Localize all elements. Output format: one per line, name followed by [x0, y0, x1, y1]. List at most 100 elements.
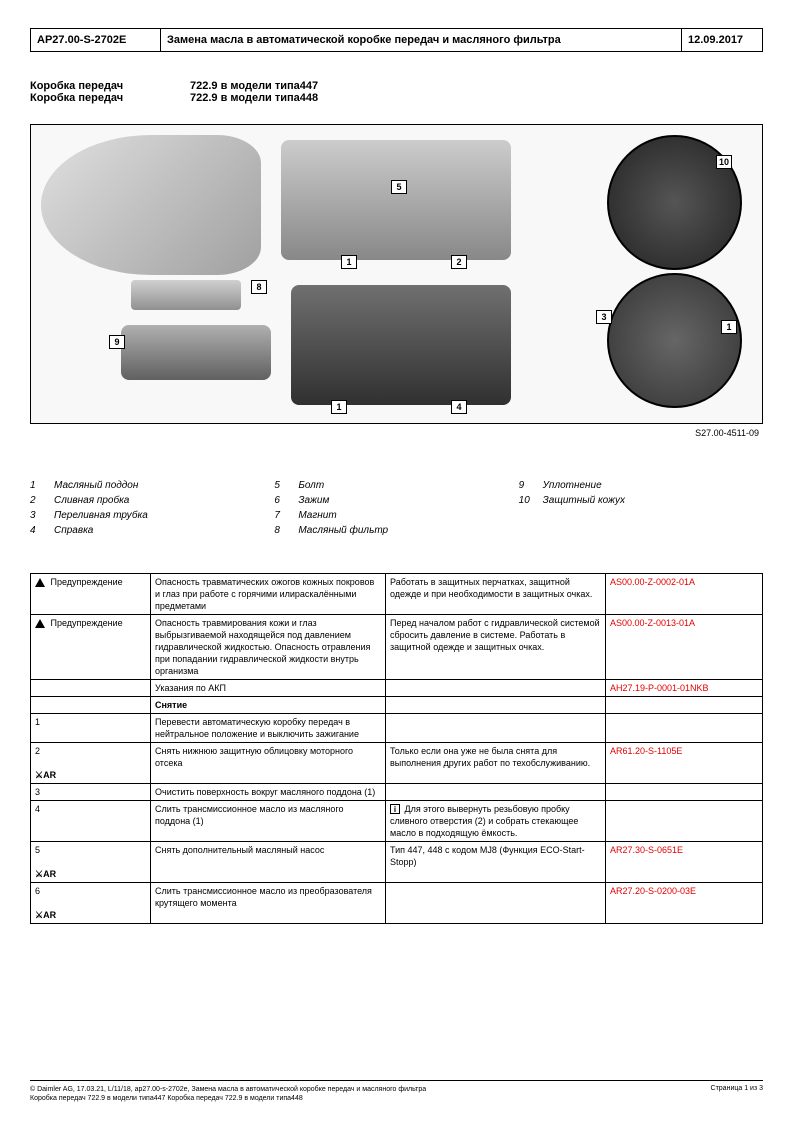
legend-row: 6Зажим [274, 493, 518, 508]
legend-number: 10 [519, 493, 543, 508]
action-cell: Снятие [151, 697, 386, 714]
legend-text: Масляный поддон [54, 478, 138, 493]
note-cell: i Для этого вывернуть резьбовую пробку с… [386, 801, 606, 842]
step-marker-cell: Предупреждение [31, 615, 151, 680]
header-code: AP27.00-S-2702E [31, 29, 161, 51]
pan-top-view [281, 140, 511, 260]
legend-row: 5Болт [274, 478, 518, 493]
note-cell: Работать в защитных перчатках, защитной … [386, 574, 606, 615]
table-row: 6⚔ARСлить трансмиссионное масло из преоб… [31, 883, 763, 924]
gearbox-label-1: Коробка передач [30, 80, 190, 92]
table-row: 3Очистить поверхность вокруг масляного п… [31, 784, 763, 801]
table-row: Предупреждение Опасность травматических о… [31, 574, 763, 615]
step-marker-cell: 3 [31, 784, 151, 801]
reference-cell [606, 697, 763, 714]
legend-text: Уплотнение [543, 478, 602, 493]
callout-8: 8 [251, 280, 267, 294]
legend: 1Масляный поддон2Сливная пробка3Переливн… [30, 478, 763, 538]
page-footer: © Daimler AG, 17.03.21, L/11/18, ap27.00… [30, 1080, 763, 1103]
warning-label: Предупреждение [48, 577, 123, 587]
reference-cell: AR61.20-S-1105E [606, 743, 763, 784]
gearbox-value-2: 722.9 в модели типа448 [190, 92, 318, 104]
procedure-table: Предупреждение Опасность травматических о… [30, 573, 763, 924]
callout-1: 1 [341, 255, 357, 269]
legend-col-3: 9Уплотнение10Защитный кожух [519, 478, 763, 538]
transmission-shape [41, 135, 261, 275]
callout-9: 9 [109, 335, 125, 349]
action-cell: Очистить поверхность вокруг масляного по… [151, 784, 386, 801]
info-icon: i [390, 804, 400, 814]
table-row: 5⚔ARСнять дополнительный масляный насосТ… [31, 842, 763, 883]
legend-row: 1Масляный поддон [30, 478, 274, 493]
header-date: 12.09.2017 [682, 29, 762, 51]
legend-row: 2Сливная пробка [30, 493, 274, 508]
legend-number: 8 [274, 523, 298, 538]
reference-cell [606, 801, 763, 842]
action-cell: Снять нижнюю защитную облицовку моторног… [151, 743, 386, 784]
legend-row: 10Защитный кожух [519, 493, 763, 508]
document-header: AP27.00-S-2702E Замена масла в автоматич… [30, 28, 763, 52]
reference-cell: AH27.19-P-0001-01NKB [606, 680, 763, 697]
warning-icon [35, 619, 45, 628]
callout-1b: 1 [331, 400, 347, 414]
warning-label: Предупреждение [48, 618, 123, 628]
action-cell: Слить трансмиссионное масло из масляного… [151, 801, 386, 842]
action-cell: Слить трансмиссионное масло из преобразо… [151, 883, 386, 924]
callout-3: 3 [596, 310, 612, 324]
legend-text: Зажим [298, 493, 329, 508]
action-cell: Опасность травматических ожогов кожных п… [151, 574, 386, 615]
table-row: Снятие [31, 697, 763, 714]
step-marker-cell: 6⚔AR [31, 883, 151, 924]
ar-icon: ⚔AR [35, 769, 146, 781]
note-cell [386, 883, 606, 924]
callout-2: 2 [451, 255, 467, 269]
legend-text: Сливная пробка [54, 493, 129, 508]
legend-text: Переливная трубка [54, 508, 148, 523]
callout-5: 5 [391, 180, 407, 194]
reference-cell: AS00.00-Z-0013-01A [606, 615, 763, 680]
legend-row: 3Переливная трубка [30, 508, 274, 523]
step-number: 6 [35, 885, 146, 897]
legend-row: 8Масляный фильтр [274, 523, 518, 538]
note-cell: Перед началом работ с гидравлической сис… [386, 615, 606, 680]
reference-cell: AR27.30-S-0651E [606, 842, 763, 883]
legend-text: Магнит [298, 508, 336, 523]
step-marker-cell [31, 697, 151, 714]
step-marker-cell: 4 [31, 801, 151, 842]
step-marker-cell: 1 [31, 714, 151, 743]
step-marker-cell: 5 ⚔AR [31, 842, 151, 883]
legend-number: 4 [30, 523, 54, 538]
callout-1c: 1 [721, 320, 737, 334]
footer-page: Страница 1 из 3 [711, 1085, 763, 1103]
reference-cell [606, 784, 763, 801]
step-number: 2 [35, 745, 146, 757]
figure-code: S27.00-4511-09 [30, 428, 763, 438]
legend-row: 9Уплотнение [519, 478, 763, 493]
action-cell: Снять дополнительный масляный насос [151, 842, 386, 883]
legend-text: Защитный кожух [543, 493, 625, 508]
legend-number: 5 [274, 478, 298, 493]
warning-icon [35, 578, 45, 587]
legend-number: 9 [519, 478, 543, 493]
note-cell [386, 697, 606, 714]
gearbox-value-1: 722.9 в модели типа447 [190, 80, 318, 92]
step-marker-cell: 2 ⚔AR [31, 743, 151, 784]
legend-row: 4Справка [30, 523, 274, 538]
ar-icon: ⚔AR [35, 868, 146, 880]
gearbox-info: Коробка передач 722.9 в модели типа447 К… [30, 80, 763, 104]
note-cell [386, 680, 606, 697]
table-row: ПредупреждениеОпасность травмирования ко… [31, 615, 763, 680]
header-title: Замена масла в автоматической коробке пе… [161, 29, 682, 51]
note-text: Для этого вывернуть резьбовую пробку сли… [390, 804, 578, 838]
legend-number: 1 [30, 478, 54, 493]
legend-text: Болт [298, 478, 324, 493]
action-cell: Перевести автоматическую коробку передач… [151, 714, 386, 743]
gearbox-label-2: Коробка передач [30, 92, 190, 104]
legend-text: Справка [54, 523, 93, 538]
legend-row: 7Магнит [274, 508, 518, 523]
table-row: 4Слить трансмиссионное масло из масляног… [31, 801, 763, 842]
step-marker-cell: Предупреждение [31, 574, 151, 615]
note-cell [386, 784, 606, 801]
legend-number: 7 [274, 508, 298, 523]
step-number: 5 [35, 844, 146, 856]
